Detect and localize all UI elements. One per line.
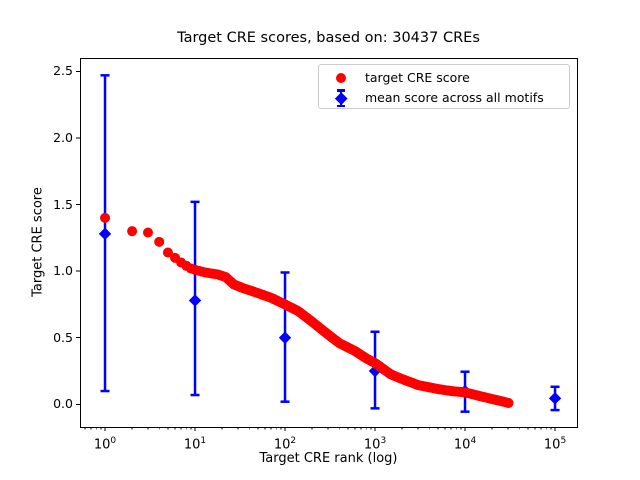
mean-score-errorbars bbox=[98, 74, 562, 413]
x-axis-label: Target CRE rank (log) bbox=[259, 451, 398, 466]
legend: target CRE score mean score across all m… bbox=[318, 64, 570, 109]
blue-diamond-errorbar-icon bbox=[331, 88, 351, 108]
red-circle-marker-icon bbox=[331, 68, 351, 88]
x-tick-label: 101 bbox=[183, 436, 207, 453]
y-tick-label: 2.0 bbox=[53, 129, 73, 145]
chart-title: Target CRE scores, based on: 30437 CREs bbox=[177, 30, 480, 46]
y-tick-label: 2.5 bbox=[53, 63, 73, 79]
legend-entry-mean-score: mean score across all motifs bbox=[319, 88, 569, 108]
y-tick-label: 0.0 bbox=[53, 396, 73, 412]
plot-spines bbox=[80, 58, 578, 428]
y-tick-label: 0.5 bbox=[53, 329, 73, 345]
x-tick-label: 102 bbox=[273, 436, 297, 453]
axis-ticks bbox=[76, 70, 556, 431]
legend-entry-target-score: target CRE score bbox=[319, 68, 569, 88]
target-score-points bbox=[100, 212, 514, 409]
legend-label: target CRE score bbox=[365, 70, 470, 85]
x-tick-label: 104 bbox=[453, 436, 477, 453]
x-tick-label: 105 bbox=[543, 436, 567, 453]
x-tick-label: 100 bbox=[93, 436, 117, 453]
legend-label: mean score across all motifs bbox=[365, 90, 544, 105]
y-tick-label: 1.0 bbox=[53, 263, 73, 279]
y-tick-label: 1.5 bbox=[53, 196, 73, 212]
x-tick-label: 103 bbox=[363, 436, 387, 453]
